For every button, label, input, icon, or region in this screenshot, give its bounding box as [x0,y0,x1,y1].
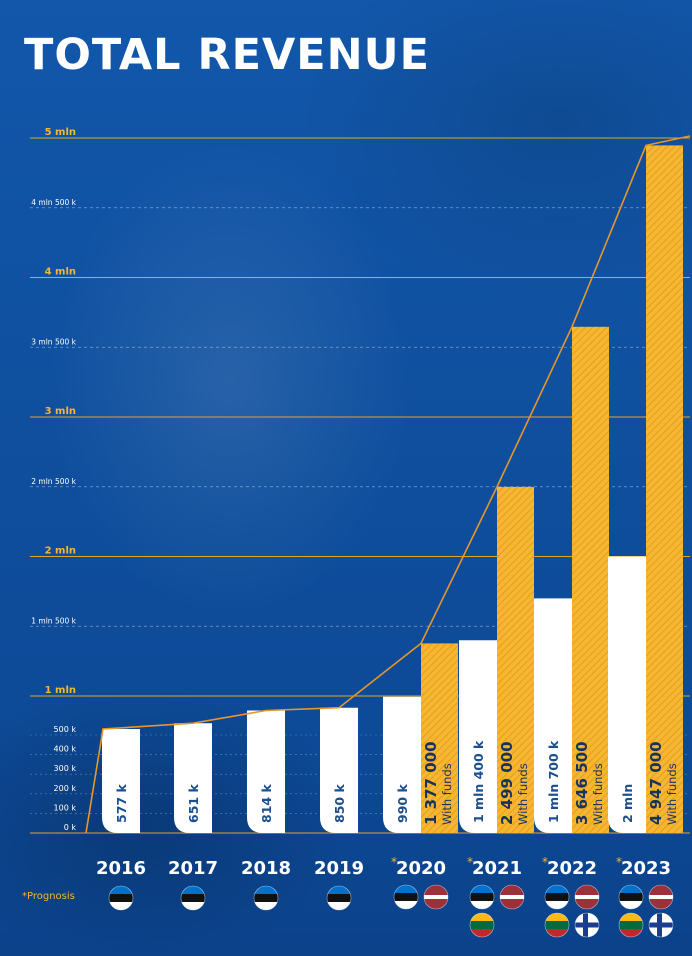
prognosis-star: * [467,855,473,869]
year-label-2020: 2020 [396,858,446,879]
revenue-bar-2018 [247,710,285,833]
estonia-flag-icon [108,885,134,911]
year-label-2017: 2017 [168,858,218,879]
y-tick-label: 3 mln [45,406,76,417]
y-tick-label: 4 mln 500 k [31,198,76,207]
revenue-value-label: 850 k [332,784,347,823]
lithuania-flag-icon [618,912,644,938]
estonia-flag-icon [326,885,352,911]
revenue-bar-2016 [102,728,140,833]
year-label-2016: 2016 [96,858,146,879]
revenue-bar-2021 [459,640,497,833]
year-label-2021: 2021 [472,858,522,879]
latvia-flag-icon [499,884,525,910]
revenue-value-label: 1 mln 700 k [546,740,561,823]
revenue-value-label: 1 mln 400 k [471,740,486,823]
funds-bar-2020 [421,643,458,833]
lithuania-flag-icon [544,912,570,938]
y-tick-label: 0 k [64,823,77,832]
finland-flag-icon [648,912,674,938]
trend-line [85,135,691,834]
funds-bar-2022 [572,326,609,833]
funds-value-label: 4 947 000 [647,741,665,825]
y-axis-labels: 0 k 100 k 200 k 300 k 400 k 500 k 1 mln 1 mln 5… [31,127,76,832]
funds-caption: With funds [516,763,530,825]
revenue-value-label: 651 k [186,784,201,823]
estonia-flag-icon [618,884,644,910]
y-tick-label: 400 k [54,745,77,754]
year-label-2023: 2023 [621,858,671,879]
estonia-flag-icon [544,884,570,910]
latvia-flag-icon [423,884,449,910]
revenue-value-label: 990 k [395,784,410,823]
y-tick-label: 1 mln [45,685,76,696]
x-axis-labels: 2016 2017 2018 2019 2020* 2021* 2022* 2023* [96,855,671,879]
y-tick-label: 2 mln [45,546,76,557]
estonia-flag-icon [253,885,279,911]
funds-value-label: 1 377 000 [422,741,440,825]
latvia-flag-icon [574,884,600,910]
y-tick-label: 100 k [54,803,77,812]
funds-bar-2023 [646,145,683,833]
revenue-value-label: 814 k [259,784,274,823]
funds-value-label: 3 646 500 [573,741,591,825]
estonia-flag-icon [180,885,206,911]
latvia-flag-icon [648,884,674,910]
prognosis-footnote: *Prognosis [22,891,75,902]
y-tick-label: 2 mln 500 k [31,477,76,486]
revenue-bar-2020 [383,696,421,833]
y-tick-label: 3 mln 500 k [31,337,76,346]
revenue-bar-2019 [320,707,358,833]
funds-bar-2021 [497,486,534,833]
y-tick-label: 500 k [54,725,77,734]
finland-flag-icon [574,912,600,938]
estonia-flag-icon [469,884,495,910]
chart-title: TOTAL REVENUE [24,30,430,80]
revenue-bar-2023 [608,556,646,833]
y-tick-label: 4 mln [45,267,76,278]
year-label-2022: 2022 [547,858,597,879]
y-tick-label: 1 mln 500 k [31,616,76,625]
prognosis-star: * [542,855,548,869]
funds-caption: With funds [440,763,454,825]
revenue-bar-2022 [534,598,572,833]
y-tick-label: 300 k [54,764,77,773]
revenue-value-label: 577 k [114,784,129,823]
revenue-value-label: 2 mln [620,784,635,823]
country-flags [108,884,674,938]
trend-line-group [85,135,691,834]
prognosis-star: * [391,855,397,869]
y-tick-label: 200 k [54,784,77,793]
year-label-2018: 2018 [241,858,291,879]
funds-caption: With funds [591,763,605,825]
revenue-bar-2017 [174,723,212,833]
funds-value-label: 2 499 000 [498,741,516,825]
prognosis-star: * [616,855,622,869]
y-tick-label: 5 mln [45,127,76,138]
funds-caption: With funds [665,763,679,825]
lithuania-flag-icon [469,912,495,938]
estonia-flag-icon [393,884,419,910]
year-label-2019: 2019 [314,858,364,879]
